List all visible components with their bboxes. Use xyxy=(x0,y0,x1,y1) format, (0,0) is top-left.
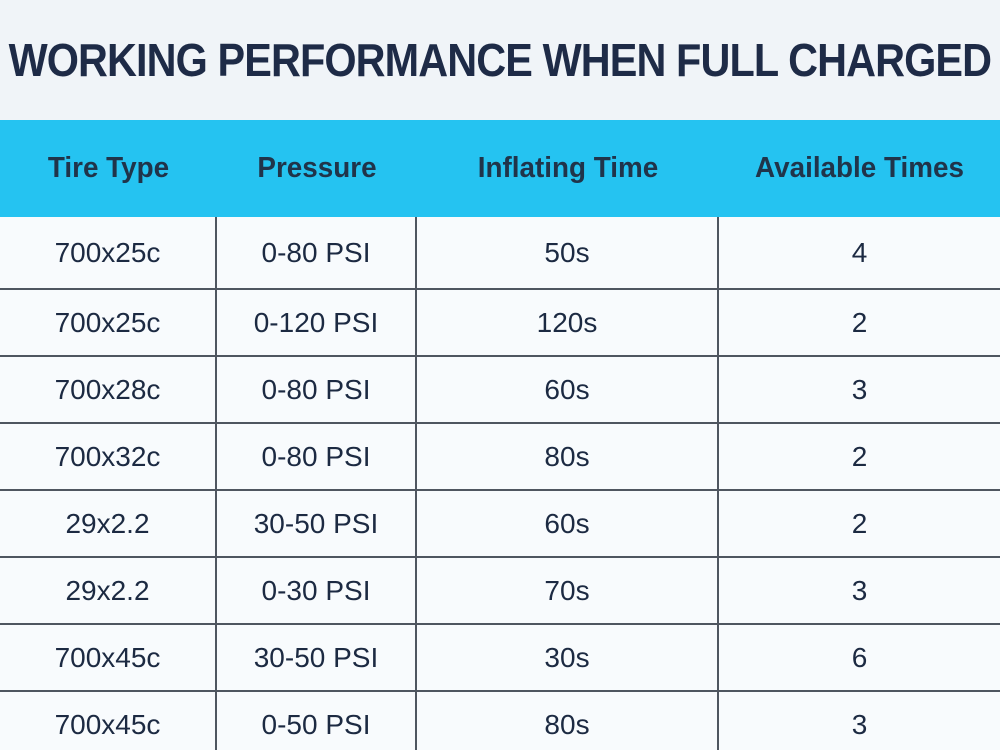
cell-available-times: 3 xyxy=(851,373,868,405)
cell-available-times: 6 xyxy=(851,641,868,673)
table-row: 700x28c 0-80 PSI 60s 3 xyxy=(0,355,1000,422)
cell-available-times: 2 xyxy=(851,440,868,472)
table-row: 29x2.2 0-30 PSI 70s 3 xyxy=(0,556,1000,623)
cell-pressure: 0-50 PSI xyxy=(217,692,417,750)
title-bar: WORKING PERFORMANCE WHEN FULL CHARGED xyxy=(0,0,1000,120)
cell-pressure: 0-80 PSI xyxy=(217,424,417,489)
cell-tire-type: 29x2.2 xyxy=(0,558,217,623)
table-row: 700x45c 0-50 PSI 80s 3 xyxy=(0,690,1000,750)
page-title: WORKING PERFORMANCE WHEN FULL CHARGED xyxy=(8,34,992,86)
table-row: 29x2.2 30-50 PSI 60s 2 xyxy=(0,489,1000,556)
header-cell-tire-type: Tire Type xyxy=(47,152,170,184)
cell-tire-type: 700x32c xyxy=(0,424,217,489)
cell-inflating-time: 70s xyxy=(417,558,719,623)
cell-pressure: 30-50 PSI xyxy=(217,625,417,690)
cell-pressure: 0-120 PSI xyxy=(217,290,417,355)
cell-tire-type: 700x25c xyxy=(0,290,217,355)
cell-inflating-time: 60s xyxy=(417,357,719,422)
cell-pressure: 0-80 PSI xyxy=(217,217,417,288)
cell-available-times: 3 xyxy=(851,574,868,606)
cell-pressure: 0-80 PSI xyxy=(217,357,417,422)
cell-available-times: 3 xyxy=(851,708,868,740)
table-row: 700x45c 30-50 PSI 30s 6 xyxy=(0,623,1000,690)
cell-available-times: 2 xyxy=(851,507,868,539)
table-header: Tire Type Pressure Inflating Time Availa… xyxy=(0,120,1000,217)
table-row: 700x25c 0-120 PSI 120s 2 xyxy=(0,288,1000,355)
cell-inflating-time: 120s xyxy=(417,290,719,355)
cell-pressure: 30-50 PSI xyxy=(217,491,417,556)
cell-tire-type: 700x45c xyxy=(0,625,217,690)
table-body: 700x25c 0-80 PSI 50s 4 700x25c 0-120 PSI… xyxy=(0,217,1000,750)
cell-inflating-time: 30s xyxy=(417,625,719,690)
cell-tire-type: 700x25c xyxy=(0,217,217,288)
header-cell-inflating-time: Inflating Time xyxy=(477,152,659,184)
header-cell-available-times: Available Times xyxy=(755,152,964,184)
cell-available-times: 2 xyxy=(851,306,868,338)
cell-tire-type: 700x45c xyxy=(0,692,217,750)
cell-available-times: 4 xyxy=(851,236,868,268)
table-row: 700x32c 0-80 PSI 80s 2 xyxy=(0,422,1000,489)
cell-tire-type: 29x2.2 xyxy=(0,491,217,556)
cell-inflating-time: 80s xyxy=(417,692,719,750)
header-cell-pressure: Pressure xyxy=(257,152,377,184)
cell-inflating-time: 80s xyxy=(417,424,719,489)
cell-pressure: 0-30 PSI xyxy=(217,558,417,623)
table-row: 700x25c 0-80 PSI 50s 4 xyxy=(0,217,1000,288)
cell-tire-type: 700x28c xyxy=(0,357,217,422)
cell-inflating-time: 60s xyxy=(417,491,719,556)
cell-inflating-time: 50s xyxy=(417,217,719,288)
